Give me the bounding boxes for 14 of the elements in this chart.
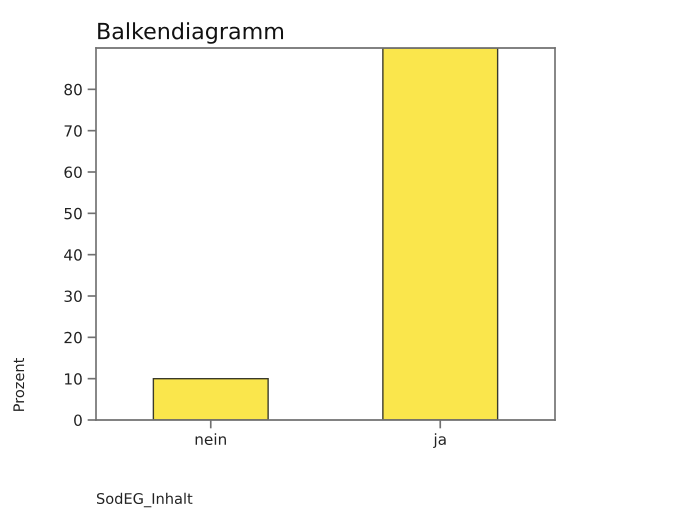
y-tick-label: 10 bbox=[65, 373, 82, 385]
x-tick-label: ja bbox=[433, 433, 446, 448]
y-axis-title: Prozent bbox=[13, 358, 24, 411]
y-tick-label: 0 bbox=[74, 414, 82, 426]
x-tick-label: nein bbox=[196, 433, 226, 446]
x-axis-title: SodEG_Inhalt bbox=[96, 492, 192, 508]
y-tick-label: 40 bbox=[64, 249, 82, 261]
y-tick-label: 20 bbox=[64, 332, 82, 344]
y-tick-label: 80 bbox=[64, 84, 82, 96]
y-tick-label: 60 bbox=[64, 166, 82, 178]
y-tick-label: 50 bbox=[64, 208, 82, 220]
chart-title: Balkendiagramm bbox=[98, 22, 284, 44]
y-tick-label: 30 bbox=[64, 290, 82, 302]
y-tick-label: 70 bbox=[64, 125, 82, 137]
